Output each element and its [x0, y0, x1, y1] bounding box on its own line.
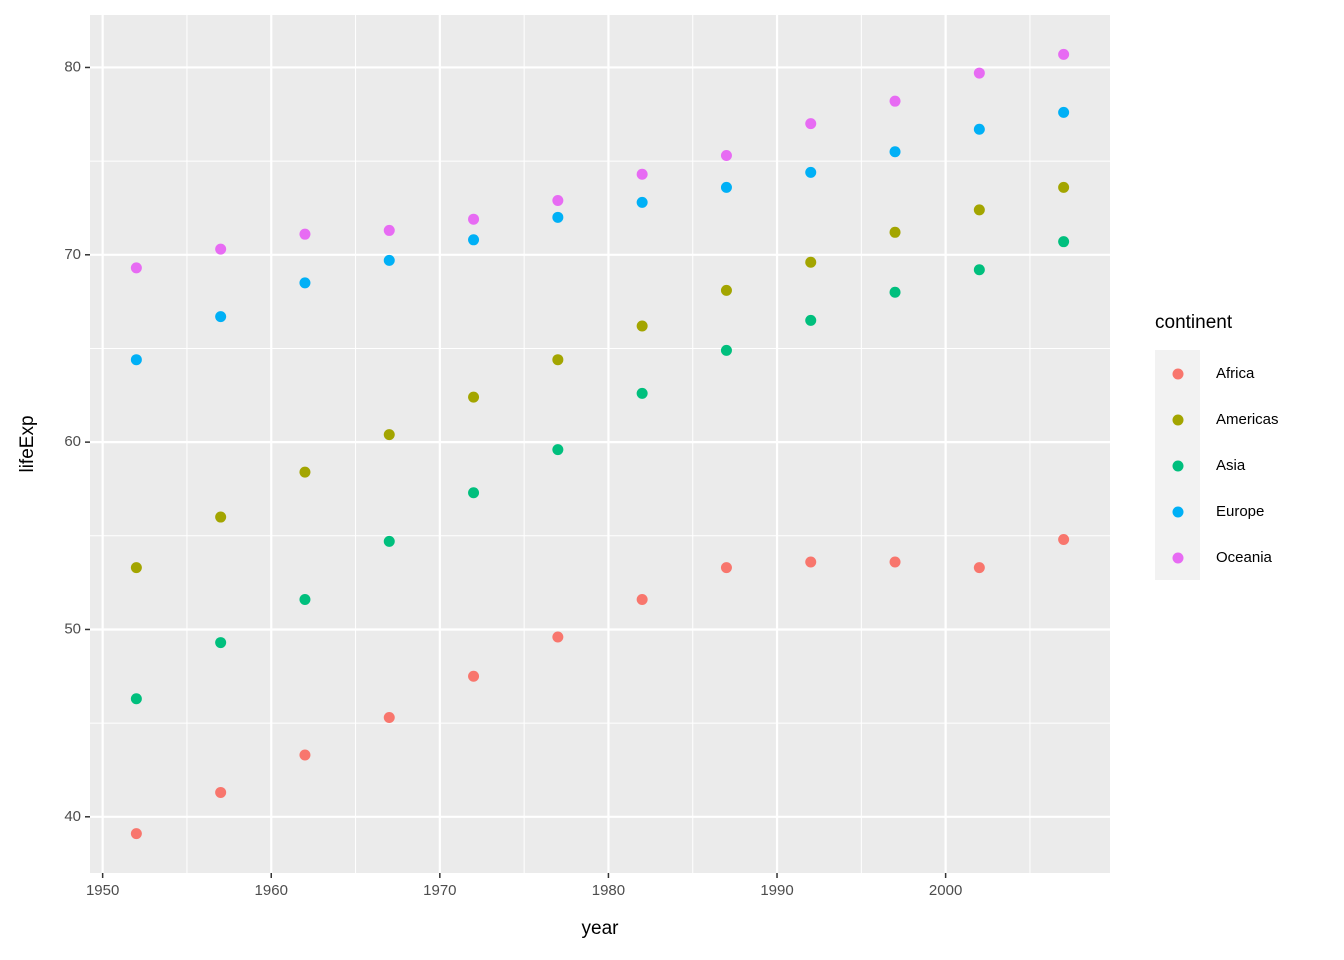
- legend-marker: [1172, 506, 1184, 518]
- point: [299, 749, 311, 761]
- x-tick-label: 1950: [86, 882, 119, 899]
- point: [552, 211, 564, 223]
- point: [1058, 534, 1070, 546]
- point: [720, 150, 732, 162]
- point: [720, 344, 732, 356]
- point: [636, 593, 648, 605]
- x-tick-label: 2000: [929, 882, 962, 899]
- point: [383, 254, 395, 266]
- point: [973, 123, 985, 135]
- x-axis-label: year: [582, 918, 620, 939]
- point: [130, 562, 142, 574]
- point: [215, 511, 227, 523]
- point: [973, 264, 985, 276]
- point: [805, 166, 817, 178]
- point: [299, 593, 311, 605]
- point: [889, 556, 901, 568]
- point: [299, 466, 311, 478]
- point: [973, 204, 985, 216]
- point: [636, 387, 648, 399]
- point: [973, 67, 985, 79]
- y-tick-label: 80: [64, 58, 81, 75]
- point: [468, 670, 480, 682]
- legend-label: Europe: [1216, 503, 1264, 520]
- point: [215, 311, 227, 323]
- point: [1058, 106, 1070, 118]
- point: [889, 146, 901, 158]
- point: [973, 562, 985, 574]
- panel: [90, 15, 1110, 873]
- y-tick-label: 60: [64, 433, 81, 450]
- point: [468, 234, 480, 246]
- point: [299, 228, 311, 240]
- point: [130, 693, 142, 705]
- legend-marker: [1172, 368, 1184, 380]
- legend-marker: [1172, 414, 1184, 426]
- y-tick-label: 40: [64, 808, 81, 825]
- point: [1058, 181, 1070, 193]
- y-tick-label: 70: [64, 246, 81, 263]
- legend-label: Africa: [1216, 365, 1255, 382]
- point: [636, 196, 648, 208]
- legend-label: Oceania: [1216, 549, 1273, 566]
- point: [552, 354, 564, 366]
- x-tick-label: 1970: [423, 882, 456, 899]
- point: [805, 118, 817, 130]
- point: [383, 429, 395, 441]
- point: [889, 95, 901, 107]
- point: [805, 556, 817, 568]
- y-axis-label: lifeExp: [17, 415, 38, 472]
- point: [552, 631, 564, 643]
- x-tick-label: 1990: [760, 882, 793, 899]
- point: [636, 320, 648, 332]
- point: [215, 243, 227, 255]
- point: [805, 256, 817, 268]
- x-tick-label: 1960: [255, 882, 288, 899]
- legend-label: Asia: [1216, 457, 1246, 474]
- point: [636, 168, 648, 180]
- point: [1058, 48, 1070, 60]
- point: [552, 194, 564, 206]
- point: [130, 354, 142, 366]
- point: [468, 213, 480, 225]
- legend-marker: [1172, 552, 1184, 564]
- legend-label: Americas: [1216, 411, 1279, 428]
- x-tick-label: 1980: [592, 882, 625, 899]
- point: [299, 277, 311, 289]
- point: [468, 487, 480, 499]
- point: [720, 562, 732, 574]
- point: [215, 637, 227, 649]
- point: [130, 828, 142, 840]
- point: [215, 786, 227, 798]
- point: [1058, 236, 1070, 248]
- point: [889, 226, 901, 238]
- y-tick-label: 50: [64, 620, 81, 637]
- point: [468, 391, 480, 403]
- legend-marker: [1172, 460, 1184, 472]
- point: [383, 712, 395, 724]
- point: [889, 286, 901, 298]
- point: [383, 535, 395, 547]
- point: [552, 444, 564, 456]
- point: [720, 181, 732, 193]
- point: [720, 284, 732, 296]
- legend-title: continent: [1155, 312, 1233, 333]
- point: [130, 262, 142, 274]
- point: [805, 314, 817, 326]
- point: [383, 224, 395, 236]
